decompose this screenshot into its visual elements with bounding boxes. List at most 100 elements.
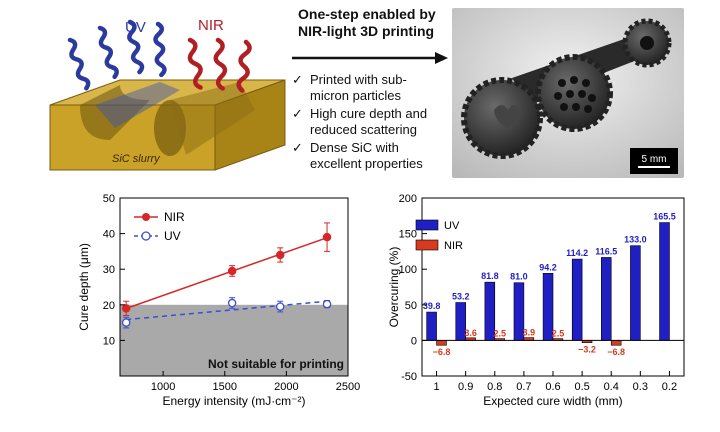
bar-label-nir: −6.8 xyxy=(607,347,625,357)
y-tick-label: 0 xyxy=(411,335,417,347)
process-arrow xyxy=(292,52,448,64)
data-point-uv xyxy=(322,299,332,309)
y-tick-label: 100 xyxy=(399,264,417,276)
x-tick-label: 0.7 xyxy=(516,381,531,393)
bar-uv xyxy=(601,257,612,341)
data-point-nir xyxy=(227,266,237,276)
middle-gear xyxy=(535,54,613,132)
legend-nir-label: NIR xyxy=(444,240,463,252)
printed-part-photo: 5 mm xyxy=(452,8,684,178)
legend-nir-swatch xyxy=(415,239,439,251)
bar-nir xyxy=(436,340,447,346)
uv-cured-channel xyxy=(80,85,150,140)
y-tick-label: 50 xyxy=(405,300,417,312)
bar-label-uv: 53.2 xyxy=(452,292,470,302)
gear-holes xyxy=(554,76,596,113)
feature-item: ✓ Dense SiC with excellent properties xyxy=(292,140,423,171)
y-axis-label: Overcuring (%) xyxy=(387,247,401,328)
checkmark-icon: ✓ xyxy=(292,72,303,87)
legend: NIR UV xyxy=(134,210,185,243)
nir-cured-track xyxy=(170,82,255,155)
legend-uv-swatch xyxy=(415,219,439,231)
bar-label-nir: −6.8 xyxy=(433,347,451,357)
nir-beams xyxy=(187,37,252,93)
bar-label-uv: 81.0 xyxy=(510,272,528,282)
x-tick-label: 2000 xyxy=(274,381,298,393)
data-point-nir xyxy=(322,232,332,242)
bar-uv xyxy=(571,258,583,341)
headline-line1: One-step enabled by xyxy=(298,6,436,22)
x-tick-label: 1500 xyxy=(213,381,237,393)
data-point-nir xyxy=(121,304,131,313)
y-tick-label: 10 xyxy=(103,335,115,347)
x-tick-label: 0.9 xyxy=(458,381,473,393)
bar-nir xyxy=(610,340,622,346)
photo-render: 5 mm xyxy=(452,8,684,178)
legend: UV NIR xyxy=(415,219,463,252)
bar-label-nir: 3.9 xyxy=(523,328,536,338)
cure-depth-chart: 10 20 30 40 50 1000 1500 2000 2500 Not suitable … xyxy=(77,193,360,408)
feature-item: ✓ Printed with sub-micron particles xyxy=(292,72,407,103)
data-point-uv xyxy=(121,318,131,327)
heart-emboss xyxy=(494,105,520,128)
scale-bar-label: 5 mm xyxy=(642,154,667,165)
bar-label-nir: 3.6 xyxy=(464,328,477,338)
plot-frame xyxy=(119,197,349,377)
y-tick-label: 50 xyxy=(103,193,115,205)
y-tick-label: 200 xyxy=(399,193,417,205)
printing-schematic: UV NIR SiC slurry xyxy=(49,17,286,171)
scale-bar-box xyxy=(630,148,678,174)
legend-uv-label: UV xyxy=(164,229,181,243)
slurry-label: SiC slurry xyxy=(112,153,161,165)
y-tick-label: 150 xyxy=(399,229,417,241)
x-axis-label: Energy intensity (mJ·cm⁻²) xyxy=(162,394,305,408)
uv-beams xyxy=(67,19,167,91)
uv-cured-track xyxy=(95,82,180,128)
data-point-uv xyxy=(275,302,285,311)
x-tick-label: 0.4 xyxy=(604,381,619,393)
bar-label-uv: 39.8 xyxy=(423,301,441,311)
bar-label-uv: 165.5 xyxy=(653,212,676,222)
bar-label-nir: −3.2 xyxy=(578,345,596,355)
checkmark-icon: ✓ xyxy=(292,106,303,121)
data-point-nir xyxy=(275,250,285,260)
legend-nir-label: NIR xyxy=(164,210,185,224)
data-point-uv xyxy=(227,298,237,308)
headline-line2: NIR-light 3D printing xyxy=(298,23,435,39)
x-tick-label: 1 xyxy=(433,381,439,393)
feature-list: ✓ Printed with sub-micron particles ✓ High… xyxy=(292,72,452,174)
legend-uv-marker xyxy=(141,231,151,241)
x-tick-label: 0.6 xyxy=(545,381,560,393)
legend-uv-label: UV xyxy=(444,220,460,232)
bar-label-uv: 81.8 xyxy=(481,271,499,281)
unsuitable-region-label: Not suitable for printing xyxy=(208,357,344,371)
bar-uv xyxy=(426,311,437,341)
x-tick-label: 2500 xyxy=(336,381,360,393)
x-tick-label: 0.5 xyxy=(574,381,589,393)
bar-label-uv: 114.2 xyxy=(566,248,588,258)
trend-line-uv xyxy=(126,300,328,321)
x-tick-label: 1000 xyxy=(151,381,175,393)
feature-item: ✓ High cure depth and reduced scattering xyxy=(292,106,428,137)
trend-line-nir xyxy=(125,236,328,310)
y-axis-label: Cure depth (μm) xyxy=(77,243,91,331)
bar-uv xyxy=(630,245,641,341)
nir-label: NIR xyxy=(198,17,224,34)
y-tick-label: -50 xyxy=(401,371,417,383)
bar-label-nir: 2.5 xyxy=(493,329,506,339)
bar-label-uv: 94.2 xyxy=(539,262,557,272)
y-tick-label: 30 xyxy=(103,264,115,276)
headline: One-step enabled by NIR-light 3D printin… xyxy=(298,6,436,40)
bar-uv xyxy=(659,222,670,341)
x-axis-label: Expected cure width (mm) xyxy=(483,394,622,408)
bar-label-nir: 2.5 xyxy=(552,329,565,339)
x-tick-label: 0.3 xyxy=(633,381,648,393)
bar-label-uv: 116.5 xyxy=(595,246,617,256)
x-tick-label: 0.8 xyxy=(487,381,502,393)
y-tick-label: 20 xyxy=(103,300,115,312)
checkmark-icon: ✓ xyxy=(292,140,303,155)
legend-nir-marker xyxy=(142,213,150,221)
y-tick-label: 40 xyxy=(103,229,115,241)
x-tick-label: 0.2 xyxy=(662,381,677,393)
overcuring-chart: 39.8 −6.8 53.2 3.6 81.8 2.5 81.0 3.9 94.2 2.5 114.… xyxy=(387,193,685,408)
